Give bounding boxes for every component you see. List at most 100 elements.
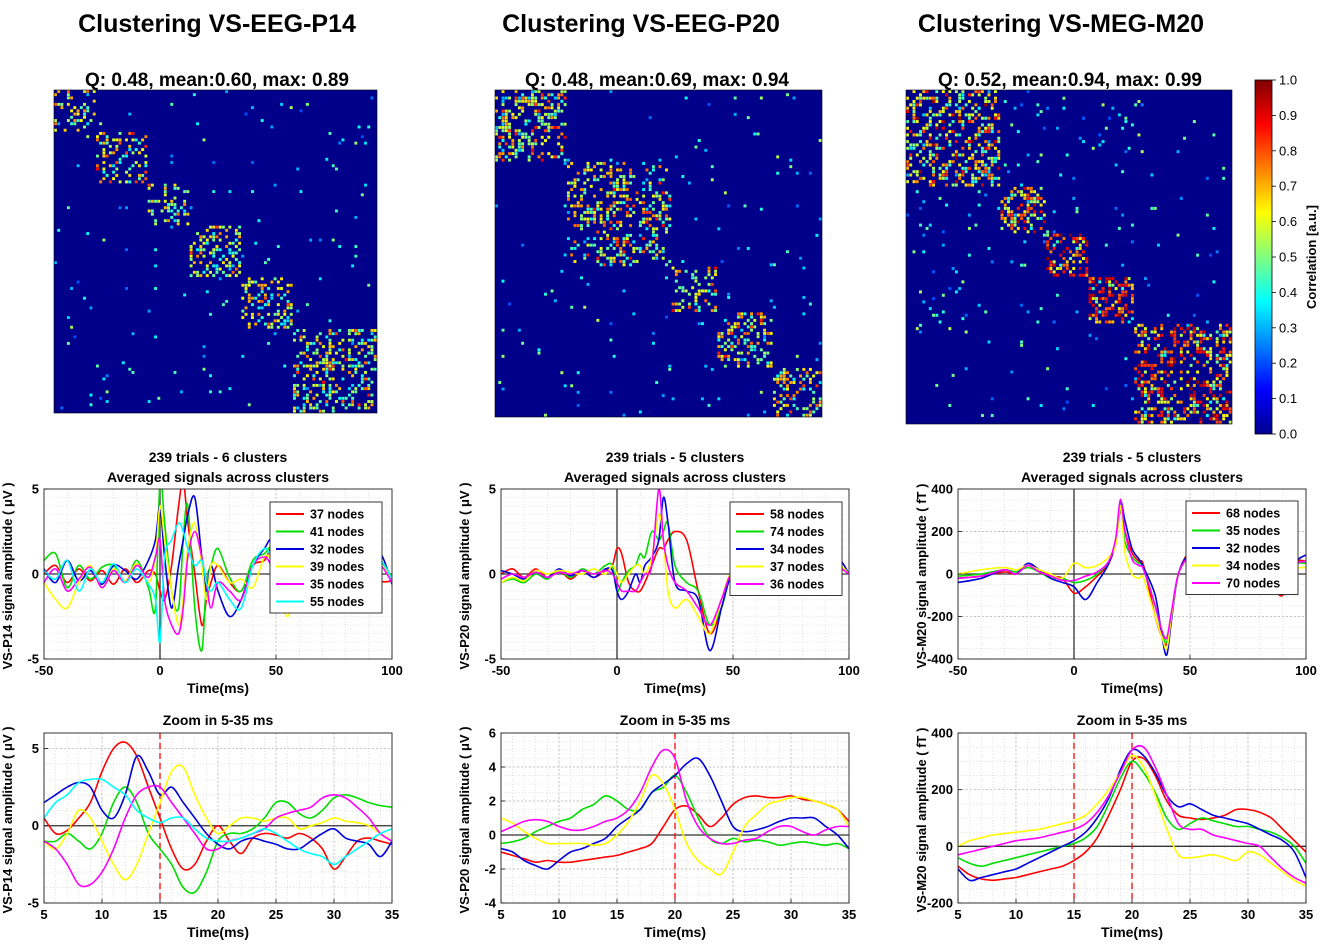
heatmap-cell [922, 126, 926, 130]
heatmap-cell [795, 204, 799, 208]
heatmap-cell [648, 204, 652, 208]
heatmap-cell [619, 168, 623, 172]
heatmap-cell [1147, 397, 1151, 401]
heatmap-cell [105, 400, 109, 403]
heatmap-cell [655, 194, 659, 198]
heatmap-cell [276, 309, 280, 313]
heatmap-cell [799, 381, 803, 384]
heatmap-cell [302, 377, 306, 381]
heatmap-cell [183, 209, 187, 213]
heatmap-cell [1160, 420, 1164, 424]
heatmap-cell [228, 261, 232, 265]
heatmap-cell [351, 403, 355, 407]
heatmap-cell [951, 153, 955, 157]
heatmap-cell [694, 145, 698, 149]
heatmap-cell [573, 240, 577, 244]
heatmap-cell [514, 99, 518, 103]
heatmap-cell [922, 113, 926, 117]
heatmap-cell [1085, 267, 1089, 271]
heatmap-cell [1052, 230, 1056, 234]
heatmap-cell [750, 322, 753, 326]
heatmap-cell [524, 135, 528, 139]
y-tick-label: -200 [927, 896, 953, 911]
heatmap-cell [769, 341, 773, 345]
heatmap-cell [354, 215, 358, 219]
heatmap-cell [1085, 243, 1089, 247]
heatmap-cell [1046, 230, 1050, 234]
heatmap-cell [776, 171, 780, 175]
heatmap-cell [961, 93, 965, 97]
heatmap-cell [1228, 340, 1232, 344]
heatmap-cell [1140, 373, 1144, 377]
heatmap-cell [599, 246, 603, 250]
heatmap-cell [202, 367, 206, 371]
heatmap-cell [1228, 330, 1232, 334]
heatmap-cell [776, 381, 780, 384]
heatmap-cell [1020, 203, 1024, 207]
heatmap-cell [263, 303, 267, 307]
heatmap-cell [241, 354, 245, 358]
x-tick-label: 35 [842, 907, 856, 922]
heatmap-cell [1075, 250, 1079, 254]
heatmap-cell [547, 152, 551, 156]
heatmap-cell [501, 152, 505, 156]
heatmap-cell [66, 119, 70, 122]
heatmap-cell [560, 109, 564, 113]
heatmap-cell [990, 143, 994, 147]
heatmap-cell [694, 217, 698, 221]
heatmap-cell [980, 123, 984, 127]
heatmap-cell [586, 237, 590, 241]
heatmap-cell [1173, 330, 1177, 334]
heatmap-cell [665, 191, 668, 195]
x-tick-label: -50 [492, 663, 511, 678]
heatmap-cell [1218, 327, 1222, 331]
heatmap-cell [1222, 337, 1226, 341]
heatmap-cell [967, 213, 971, 217]
heatmap-cell [234, 228, 238, 232]
heatmap-cell [638, 246, 642, 250]
heatmap-cell [563, 384, 567, 388]
heatmap-cell [351, 374, 355, 378]
heatmap-cell [655, 243, 659, 247]
heatmap-cell [932, 313, 936, 317]
heatmap-cell [1173, 380, 1177, 384]
heatmap-cell [596, 250, 600, 254]
colorbar-tick-label: 0.1 [1279, 391, 1297, 406]
heatmap-cell [645, 220, 649, 224]
heatmap-cell [746, 246, 750, 250]
heatmap-cell [202, 138, 206, 142]
heatmap-cell [1196, 343, 1200, 347]
heatmap-cell [938, 146, 942, 150]
heatmap-cell [694, 279, 698, 283]
heatmap-cell [183, 203, 187, 206]
heatmap-cell [1134, 330, 1138, 334]
heatmap-cell [1228, 390, 1232, 394]
heatmap-cell [694, 296, 698, 299]
heatmap-cell [938, 110, 942, 114]
heatmap-cell [928, 123, 932, 127]
heatmap-cell [76, 280, 80, 284]
heatmap-cell [922, 90, 926, 94]
heatmap-cell [1150, 387, 1154, 391]
heatmap-cell [1199, 330, 1203, 334]
heatmap-cell [73, 335, 77, 339]
heatmap-cell [263, 261, 267, 265]
heatmap-cell [772, 403, 776, 407]
heatmap-cell [267, 257, 271, 261]
heatmap-cell [1143, 347, 1147, 351]
heatmap-cell [733, 335, 737, 339]
heatmap-cell [948, 160, 952, 164]
heatmap-cell [1147, 393, 1151, 397]
heatmap-cell [367, 361, 371, 365]
heatmap-cell [961, 120, 965, 124]
heatmap-cell [815, 403, 819, 407]
heatmap-cell [305, 348, 309, 352]
heatmap-cell [192, 93, 196, 97]
heatmap-cell [583, 188, 587, 192]
heatmap-cell [498, 125, 502, 129]
heatmap-cell [938, 196, 942, 200]
heatmap-cell [994, 140, 997, 144]
heatmap-cell [1121, 263, 1125, 267]
heatmap-cell [115, 138, 119, 142]
